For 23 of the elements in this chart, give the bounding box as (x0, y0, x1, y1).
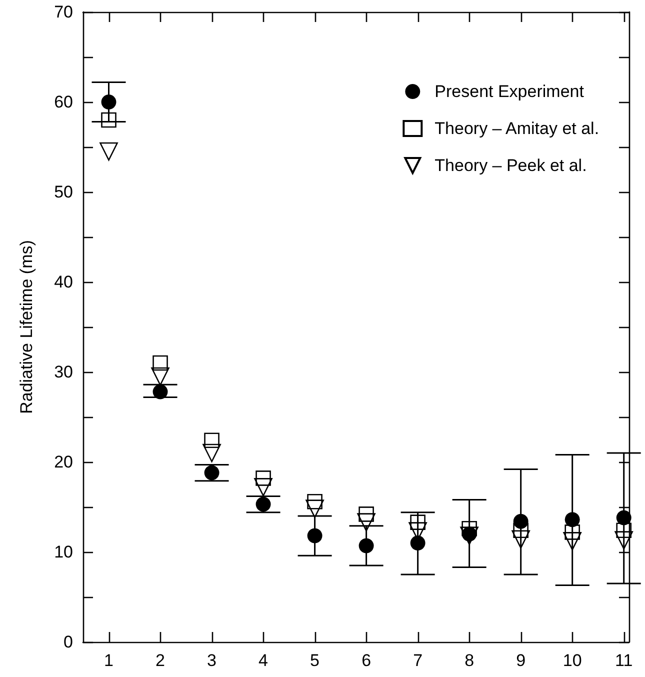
y-tick-label: 60 (54, 92, 73, 112)
legend-label: Present Experiment (434, 82, 584, 101)
x-tick-label: 1 (104, 651, 114, 670)
y-tick-label: 20 (54, 452, 73, 472)
x-tick-label: 6 (362, 651, 372, 670)
x-tick-label: 10 (562, 651, 582, 670)
y-tick-label: 40 (54, 272, 73, 292)
x-tick-label: 7 (413, 651, 423, 670)
y-axis-title: Radiative Lifetime (ms) (17, 240, 36, 414)
y-tick-label: 70 (54, 2, 73, 22)
x-tick-label: 11 (615, 651, 633, 670)
y-tick-label: 0 (64, 632, 73, 652)
x-tick-label: 3 (207, 651, 217, 670)
legend-label: Theory – Peek et al. (434, 156, 587, 175)
y-tick-label: 50 (54, 182, 73, 202)
x-tick-label: 2 (156, 651, 165, 670)
x-tick-label: 9 (516, 651, 526, 670)
y-tick-label: 30 (54, 362, 73, 382)
legend-label: Theory – Amitay et al. (434, 119, 600, 138)
x-tick-label: 5 (310, 651, 320, 670)
x-tick-label: 4 (258, 651, 268, 670)
x-tick-label: 8 (464, 651, 474, 670)
y-tick-label: 10 (54, 542, 73, 562)
